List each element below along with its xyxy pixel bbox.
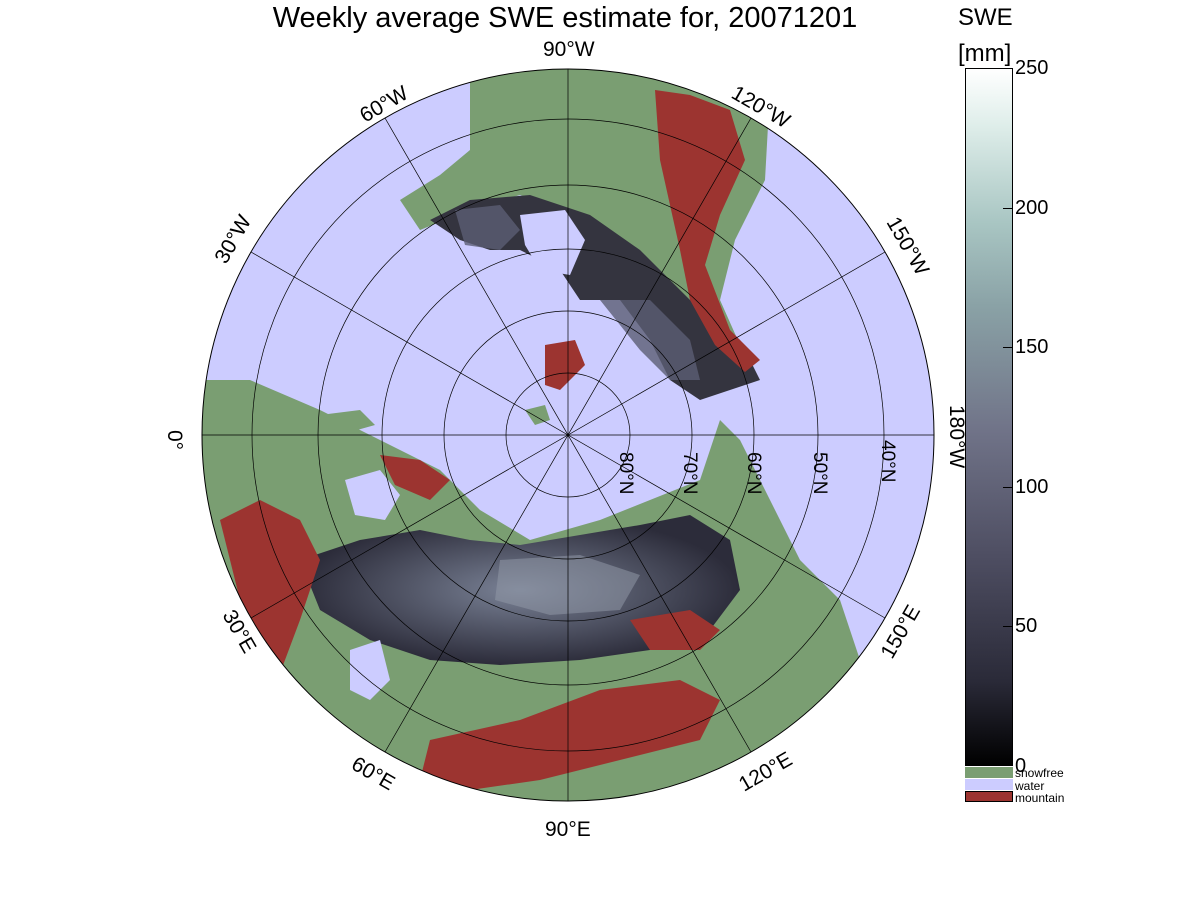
legend-label-snowfree: snowfree <box>1015 766 1064 780</box>
legend-label-water: water <box>1015 779 1045 793</box>
baltic-sea <box>345 470 400 520</box>
label-60n: 60°N <box>743 452 764 494</box>
parallel-labels: 80°N 70°N 60°N 50°N 40°N <box>615 440 898 494</box>
colorbar-tick-label: 100 <box>1015 475 1049 498</box>
central-asia-mountain <box>630 610 720 650</box>
graticule <box>201 68 935 802</box>
label-80n: 80°N <box>615 452 636 494</box>
caspian-sea <box>350 640 390 700</box>
greenland-mountain <box>545 340 585 390</box>
hudson-bay <box>520 210 585 275</box>
legend-swatch-mountain <box>965 791 1013 802</box>
legend-swatch-water <box>965 779 1013 790</box>
legend-label-mountain: mountain <box>1015 791 1065 805</box>
north-america-snow-light <box>455 205 700 380</box>
colorbar-tick-label: 0 <box>1015 755 1027 777</box>
colorbar-tick-mark <box>1003 207 1013 209</box>
himalaya-mountain <box>420 680 720 790</box>
eurasia-snow-bright <box>495 555 640 615</box>
rockies-mountain <box>655 90 760 372</box>
colorbar-tick-label: 250 <box>1015 57 1049 79</box>
colorbar-tick-mark <box>1003 626 1013 628</box>
label-90w: 90°W <box>543 38 595 61</box>
meridian-120 <box>384 117 752 753</box>
colorbar-tick-label: 200 <box>1015 196 1049 219</box>
colorbar-unit: [mm] <box>958 40 1012 67</box>
colorbar-tick-label: 150 <box>1015 336 1049 359</box>
iceland-snowfree <box>320 410 375 432</box>
map-title: Weekly average SWE estimate for, 2007120… <box>272 2 858 34</box>
colorbar-tick-mark <box>1003 486 1013 488</box>
colorbar <box>965 68 1013 766</box>
label-90e: 90°E <box>545 818 591 841</box>
legend-swatch-snowfree <box>965 767 1013 778</box>
label-70n: 70°N <box>679 452 700 494</box>
greenland-snowfree <box>525 405 550 425</box>
label-50n: 50°N <box>809 452 830 494</box>
label-60e: 60°E <box>348 752 399 795</box>
label-40n: 40°N <box>877 440 898 482</box>
label-180w: 180°W <box>945 405 968 468</box>
scandinavia-mountain <box>380 455 450 500</box>
colorbar-title: SWE <box>958 4 1013 31</box>
label-0: 0° <box>163 430 186 450</box>
alps-mountain <box>220 500 320 700</box>
colorbar-tick-label: 50 <box>1015 615 1038 638</box>
colorbar-tick-mark <box>1003 347 1013 349</box>
